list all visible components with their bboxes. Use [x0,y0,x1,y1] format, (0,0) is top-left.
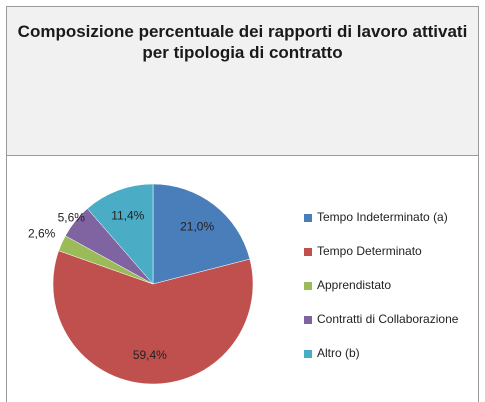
legend-swatch [304,350,312,358]
data-label: 59,4% [133,348,167,362]
legend-label: Altro (b) [317,346,360,360]
legend-label: Contratti di Collaborazione [317,312,459,326]
data-label: 5,6% [58,210,86,224]
legend-swatch [304,316,312,324]
pie-slice [152,183,251,285]
data-label: 21,0% [180,219,214,233]
pie-slice [52,250,254,385]
legend-label: Apprendistato [317,278,391,292]
legend-swatch [304,214,312,222]
data-label: 11,4% [111,209,144,223]
legend-swatch [304,282,312,290]
data-label: 2,6% [28,226,56,240]
chart-title: Composizione percentuale dei rapporti di… [17,22,468,62]
legend-label: Tempo Indeterminato (a) [317,210,448,224]
pie-slice [86,183,154,285]
chart-frame: Composizione percentuale dei rapporti di… [6,6,479,402]
legend-label: Tempo Determinato [317,244,422,258]
header: Composizione percentuale dei rapporti di… [7,6,478,156]
legend-swatch [304,248,312,256]
